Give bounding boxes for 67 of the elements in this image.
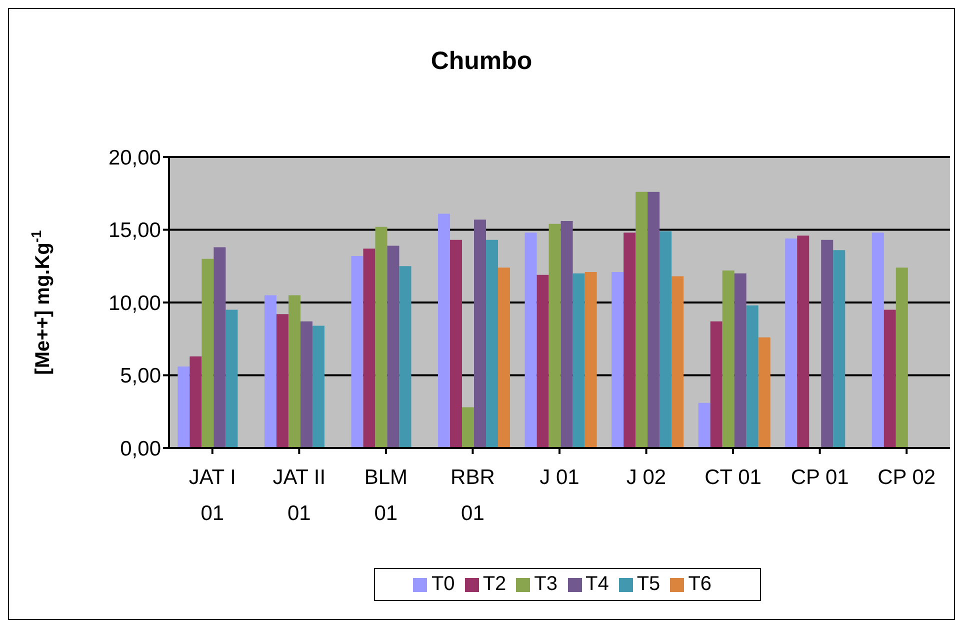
legend-label: T4 bbox=[586, 573, 609, 595]
bar bbox=[351, 256, 364, 448]
bar bbox=[363, 248, 376, 448]
bar bbox=[214, 247, 226, 448]
x-tick-label: RBR 01 bbox=[450, 466, 495, 525]
bar bbox=[560, 221, 573, 448]
bar bbox=[300, 321, 312, 448]
bar bbox=[584, 272, 597, 448]
bar bbox=[288, 295, 300, 448]
bar bbox=[276, 314, 288, 448]
bar bbox=[264, 295, 276, 448]
bar bbox=[624, 232, 636, 448]
y-tick-label: 0,00 bbox=[120, 437, 161, 460]
x-tick-label: CT 01 bbox=[704, 466, 762, 489]
bar bbox=[872, 232, 884, 448]
bar bbox=[387, 246, 400, 448]
bar bbox=[722, 270, 734, 448]
legend-label: T6 bbox=[688, 573, 712, 595]
x-tick-label: JAT I 01 bbox=[188, 466, 236, 525]
bar bbox=[636, 192, 648, 448]
x-tick-label: BLM 01 bbox=[364, 466, 408, 525]
y-tick-label: 5,00 bbox=[120, 364, 161, 388]
bar bbox=[734, 273, 746, 448]
bar bbox=[226, 310, 238, 448]
bar bbox=[202, 258, 214, 448]
bar bbox=[190, 356, 202, 448]
bar bbox=[884, 310, 896, 448]
bar bbox=[536, 274, 549, 448]
bar bbox=[572, 273, 585, 448]
x-tick-label: J 01 bbox=[540, 466, 580, 489]
y-tick-label: 20,00 bbox=[108, 146, 161, 170]
legend-label: T0 bbox=[431, 573, 455, 595]
bar bbox=[548, 224, 561, 448]
bar bbox=[312, 326, 324, 448]
bar bbox=[474, 220, 486, 448]
bar bbox=[746, 305, 758, 448]
legend-label: T5 bbox=[636, 573, 660, 595]
bar bbox=[672, 276, 684, 448]
bar bbox=[660, 231, 672, 448]
bar bbox=[821, 240, 834, 448]
bar bbox=[486, 240, 498, 448]
bar bbox=[785, 238, 798, 448]
bar bbox=[698, 402, 710, 448]
x-tick-label: CP 02 bbox=[878, 466, 936, 489]
bar bbox=[896, 268, 908, 448]
bar bbox=[498, 268, 510, 448]
bar bbox=[833, 250, 846, 448]
bar bbox=[524, 232, 537, 448]
bar bbox=[438, 214, 450, 448]
bar bbox=[178, 366, 190, 448]
bar bbox=[375, 226, 388, 448]
legend-label: T2 bbox=[482, 573, 506, 595]
bar bbox=[758, 337, 770, 448]
bar bbox=[450, 240, 462, 448]
bar bbox=[612, 272, 624, 448]
x-tick-label: JAT II 01 bbox=[272, 466, 326, 525]
bar bbox=[399, 266, 412, 448]
bar bbox=[462, 407, 474, 448]
y-tick-label: 10,00 bbox=[108, 292, 161, 315]
bar bbox=[797, 236, 810, 448]
y-tick-label: 15,00 bbox=[108, 219, 161, 242]
x-tick-label: CP 01 bbox=[790, 466, 849, 489]
bar bbox=[710, 321, 722, 448]
legend-label: T3 bbox=[534, 573, 558, 595]
bar bbox=[648, 192, 660, 448]
chart-title: Chumbo bbox=[430, 47, 534, 76]
x-tick-label: J 02 bbox=[626, 466, 666, 489]
